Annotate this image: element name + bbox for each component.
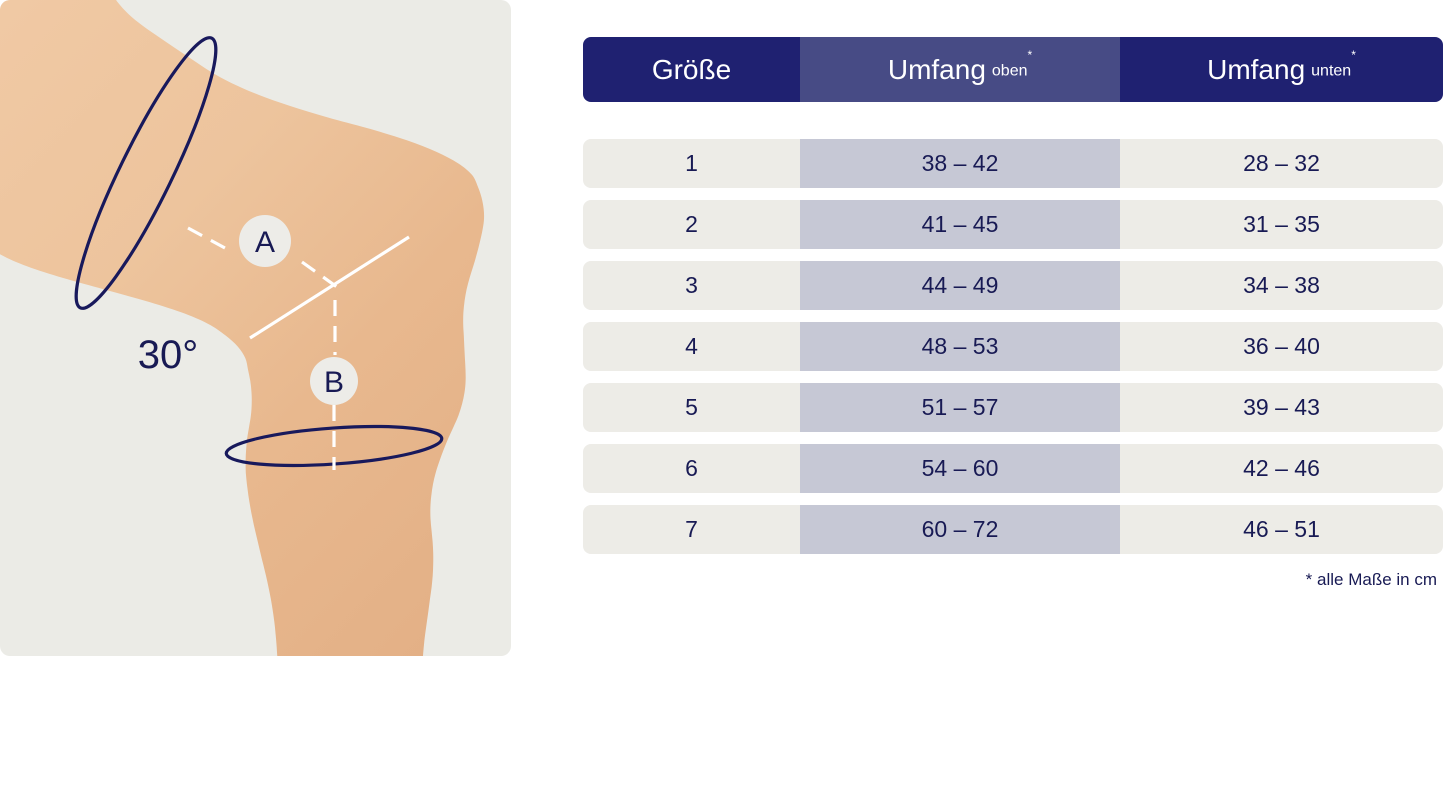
svg-text:A: A	[255, 226, 275, 259]
svg-text:30°: 30°	[138, 333, 199, 377]
svg-text:B: B	[324, 366, 344, 399]
